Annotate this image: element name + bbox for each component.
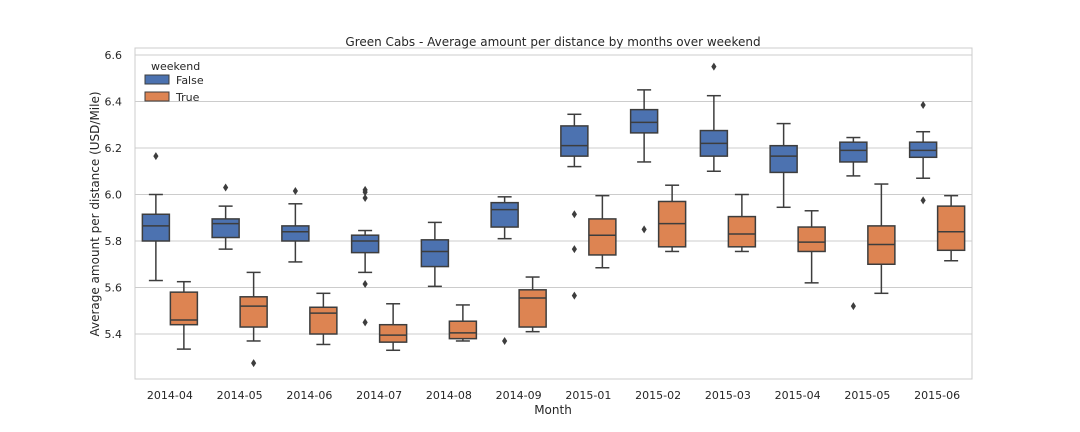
box-false-2014-08 — [420, 221, 450, 288]
series-false — [141, 62, 938, 345]
box-iqr — [281, 225, 310, 242]
y-tick-label: 6.2 — [105, 142, 123, 155]
outlier-point — [362, 318, 368, 327]
box-iqr — [588, 218, 617, 256]
x-tick-label: 2015-05 — [844, 389, 890, 402]
x-axis-label: Month — [534, 403, 572, 417]
x-tick-label: 2014-06 — [286, 389, 332, 402]
outlier-point — [571, 291, 577, 300]
box-true-2014-05 — [239, 271, 268, 368]
box-iqr — [420, 239, 450, 268]
outlier-point — [502, 336, 508, 345]
box-true-2015-01 — [588, 194, 617, 269]
outlier-point — [362, 280, 368, 289]
box-true-2014-09 — [518, 276, 547, 333]
outlier-point — [292, 187, 298, 196]
x-tick-labels: 2014-04 2014-05 2014-06 2014-07 2014-08 2014-… — [147, 389, 960, 402]
outlier-point — [641, 225, 647, 234]
box-iqr — [936, 205, 966, 252]
box-iqr — [141, 213, 171, 242]
box-false-2015-02 — [629, 89, 659, 234]
legend-label-true: True — [175, 91, 200, 104]
x-tick-label: 2015-04 — [775, 389, 821, 402]
outlier-point — [153, 152, 159, 161]
box-false-2014-09 — [490, 196, 519, 345]
box-true-2014-06 — [309, 292, 338, 346]
y-tick-labels: 5.4 5.6 5.8 6.0 6.2 6.4 6.6 — [105, 49, 123, 341]
outlier-point — [711, 62, 717, 71]
box-iqr — [769, 144, 798, 174]
box-iqr — [239, 296, 268, 328]
box-true-2014-08 — [448, 304, 478, 342]
box-true-2015-03 — [727, 193, 757, 253]
box-false-2014-07 — [350, 185, 380, 327]
box-iqr — [839, 141, 868, 163]
outlier-point — [223, 183, 229, 192]
y-tick-label: 6.0 — [105, 189, 123, 202]
box-iqr — [378, 323, 408, 343]
box-iqr — [629, 108, 659, 134]
box-iqr — [560, 125, 589, 157]
box-iqr — [350, 234, 380, 254]
box-false-2015-06 — [908, 100, 938, 205]
legend-swatch-false — [144, 74, 170, 85]
x-tick-label: 2015-02 — [635, 389, 681, 402]
chart-title: Green Cabs - Average amount per distance… — [345, 35, 760, 49]
y-tick-label: 6.4 — [105, 96, 123, 109]
series-true — [169, 183, 966, 368]
outlier-point — [920, 196, 926, 205]
box-iqr — [727, 215, 757, 248]
x-tick-label: 2014-09 — [496, 389, 542, 402]
y-tick-label: 5.4 — [105, 328, 123, 341]
x-tick-label: 2015-03 — [705, 389, 751, 402]
outlier-point — [571, 210, 577, 219]
box-true-2015-05 — [867, 183, 896, 295]
legend-title: weekend — [151, 60, 200, 73]
outlier-point — [850, 302, 856, 311]
box-iqr — [211, 218, 240, 239]
grid-lines — [135, 54, 972, 335]
y-axis-label: Average amount per distance (USD/Mile) — [88, 91, 102, 336]
box-series-group — [141, 62, 966, 368]
box-false-2015-01 — [560, 113, 589, 300]
box-false-2015-04 — [769, 122, 798, 209]
box-false-2015-03 — [699, 62, 729, 172]
legend-label-false: False — [176, 74, 204, 87]
x-tick-label: 2015-06 — [914, 389, 960, 402]
box-iqr — [490, 201, 519, 228]
outlier-point — [362, 193, 368, 202]
box-true-2014-04 — [169, 280, 199, 350]
box-false-2014-06 — [281, 187, 310, 263]
x-tick-label: 2014-04 — [147, 389, 193, 402]
x-tick-label: 2014-07 — [356, 389, 402, 402]
x-tick-label: 2014-05 — [217, 389, 263, 402]
outlier-point — [251, 359, 257, 368]
box-iqr — [518, 289, 547, 328]
box-false-2014-04 — [141, 152, 171, 282]
box-iqr — [169, 291, 199, 326]
legend-swatch-true — [144, 91, 170, 102]
x-tick-label: 2015-01 — [565, 389, 611, 402]
y-tick-label: 5.8 — [105, 235, 123, 248]
outlier-point — [362, 185, 368, 194]
box-iqr — [797, 226, 826, 253]
box-false-2014-05 — [211, 183, 240, 250]
plot-area-background — [135, 48, 972, 379]
outlier-point — [920, 100, 926, 109]
box-true-2015-04 — [797, 210, 826, 284]
box-true-2015-06 — [936, 194, 966, 262]
legend: weekend False True — [144, 60, 204, 104]
y-tick-label: 5.6 — [105, 282, 123, 295]
box-true-2015-02 — [657, 184, 687, 253]
plot-frame — [134, 47, 973, 380]
box-iqr — [448, 320, 478, 340]
box-iqr — [309, 306, 338, 335]
x-tick-label: 2014-08 — [426, 389, 472, 402]
outlier-point — [571, 245, 577, 254]
box-false-2015-05 — [839, 136, 868, 311]
box-true-2014-07 — [378, 303, 408, 352]
y-tick-label: 6.6 — [105, 49, 123, 62]
